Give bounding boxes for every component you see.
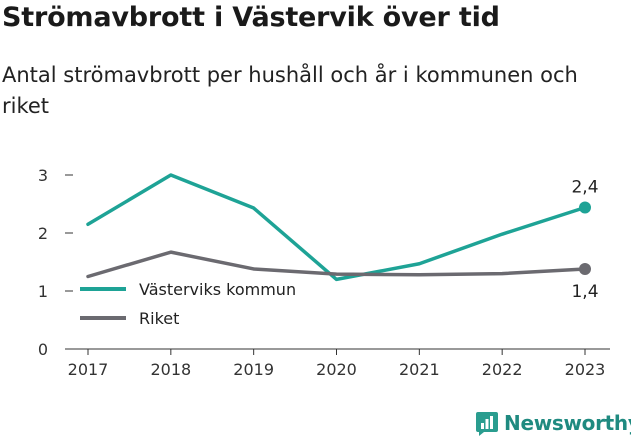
end-labels: 2,4 1,4 [571, 177, 598, 301]
x-tick-label: 2023 [565, 360, 606, 379]
legend-swatch-1 [80, 287, 126, 291]
y-tick-label: 0 [38, 340, 48, 359]
y-axis: 0 1 2 3 [38, 166, 73, 359]
legend-label-1: Västerviks kommun [139, 280, 296, 299]
chart-title: Strömavbrott i Västervik över tid [2, 2, 500, 33]
x-tick-label: 2022 [482, 360, 523, 379]
x-tick-label: 2020 [316, 360, 357, 379]
x-tick-label: 2017 [68, 360, 109, 379]
series-end-label-2: 1,4 [571, 282, 598, 302]
brand-logo: Newsworthy [476, 409, 631, 437]
bar-chart-logo-icon [476, 412, 498, 436]
series-line-1 [86, 173, 587, 282]
legend-label-2: Riket [139, 309, 179, 328]
x-tick-label: 2021 [399, 360, 440, 379]
series-end-label-1: 2,4 [571, 177, 598, 197]
x-tick-label: 2019 [233, 360, 274, 379]
y-tick-label: 1 [38, 282, 48, 301]
series-end-point-2 [579, 262, 591, 275]
series-end-point-1 [579, 201, 591, 214]
x-axis: 2017 2018 2019 2020 2021 2022 2023 [65, 348, 610, 379]
series-line-2 [86, 250, 587, 279]
brand-name: Newsworthy [504, 411, 631, 435]
legend-swatch-2 [80, 316, 126, 320]
y-tick-label: 3 [38, 166, 48, 185]
series-layer [86, 173, 591, 282]
x-tick-label: 2018 [150, 360, 191, 379]
legend: Västerviks kommun Riket [80, 280, 296, 328]
chart-subtitle: Antal strömavbrott per hushåll och år i … [2, 63, 578, 118]
y-tick-label: 2 [38, 224, 48, 243]
